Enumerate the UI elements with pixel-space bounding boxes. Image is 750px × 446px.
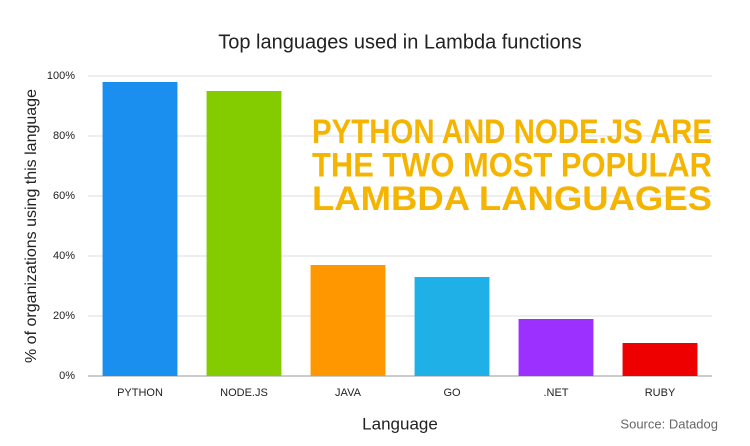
y-tick-label: 40%	[53, 250, 75, 262]
source: Source: Datadog	[620, 416, 718, 431]
x-tick-label: PYTHON	[117, 387, 163, 399]
bar	[518, 319, 594, 376]
y-tick-label: 20%	[53, 310, 75, 322]
bar	[622, 343, 698, 376]
annotation: THE TWO MOST POPULAR	[312, 146, 712, 184]
y-tick-label: 60%	[53, 190, 75, 202]
bar	[206, 91, 282, 376]
x-tick-label: JAVA	[335, 387, 362, 399]
y-tick-label: 80%	[53, 130, 75, 142]
x-tick-label: GO	[443, 387, 461, 399]
annotation: PYTHON AND NODE.JS ARE	[312, 113, 712, 151]
x-axis-label: Language	[362, 414, 438, 433]
y-axis-label: % of organizations using this language	[23, 89, 40, 363]
bar	[414, 277, 490, 376]
y-tick-label: 100%	[47, 70, 75, 82]
y-tick-label: 0%	[59, 370, 75, 382]
annotation: LAMBDA LANGUAGES	[312, 180, 712, 218]
x-tick-label: RUBY	[645, 387, 676, 399]
x-tick-label: NODE.JS	[220, 387, 268, 399]
chart-title: Top languages used in Lambda functions	[218, 31, 582, 53]
x-tick-label: .NET	[543, 387, 568, 399]
bar	[102, 82, 178, 376]
bar	[310, 265, 386, 376]
